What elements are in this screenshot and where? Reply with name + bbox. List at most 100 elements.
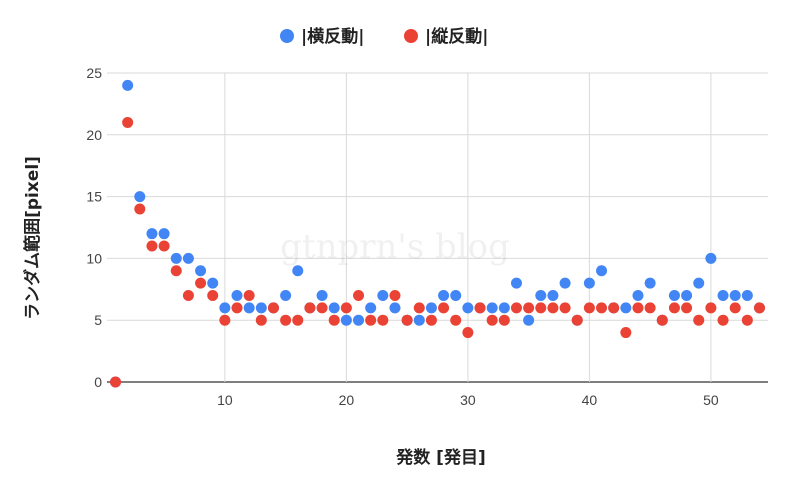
legend-label: |縦反動| [425,26,488,47]
data-point [219,314,231,326]
data-point [170,252,182,264]
data-point [450,289,462,301]
data-point [389,302,401,314]
data-point [547,289,559,301]
legend: |横反動| |縦反動| [280,26,488,47]
data-point [620,302,632,314]
data-point [316,302,328,314]
data-points [110,79,765,388]
data-point [425,302,437,314]
data-point [231,302,243,314]
data-point [620,327,632,339]
legend-item[interactable]: |縦反動| [404,26,488,47]
y-axis-title: ランダム範囲[pixel] [22,156,43,320]
data-point [741,314,753,326]
data-point [110,376,122,388]
data-point [596,302,608,314]
data-point [231,289,243,301]
data-point [547,302,559,314]
data-point [401,314,413,326]
data-point [705,302,717,314]
data-point [571,314,583,326]
data-point [328,314,340,326]
data-point [182,252,194,264]
data-point [681,302,693,314]
data-point [644,277,656,289]
data-point [486,302,498,314]
data-point [596,265,608,277]
data-point [693,277,705,289]
data-point [255,314,267,326]
x-axis-title: 発数 [発目] [395,447,485,468]
data-point [353,289,365,301]
data-point [729,289,741,301]
data-point [717,289,729,301]
data-point [559,277,571,289]
data-point [134,191,146,203]
data-point [340,302,352,314]
data-point [182,289,194,301]
x-tick-label: 30 [460,392,476,408]
data-point [559,302,571,314]
data-point [583,277,595,289]
data-point [328,302,340,314]
data-point [462,302,474,314]
data-point [693,314,705,326]
y-tick-label: 15 [86,189,102,205]
data-point [450,314,462,326]
data-point [158,240,170,252]
y-tick-label: 10 [86,250,102,266]
data-point [292,314,304,326]
data-point [632,302,644,314]
data-point [668,289,680,301]
data-point [462,327,474,339]
data-point [523,314,535,326]
data-point [280,314,292,326]
data-point [243,302,255,314]
data-point [608,302,620,314]
data-point [510,277,522,289]
data-point [413,314,425,326]
data-point [656,314,668,326]
data-point [377,289,389,301]
data-point [304,302,316,314]
data-point [681,289,693,301]
data-point [510,302,522,314]
data-point [207,277,219,289]
legend-marker [280,29,294,43]
data-point [498,314,510,326]
y-tick-label: 5 [94,312,102,328]
x-tick-label: 40 [582,392,598,408]
legend-marker [404,29,418,43]
data-point [146,228,158,240]
x-tick-label: 20 [339,392,355,408]
data-point [267,302,279,314]
y-tick-label: 20 [86,127,102,143]
data-point [365,314,377,326]
data-point [705,252,717,264]
data-point [668,302,680,314]
data-point [365,302,377,314]
data-point [644,302,656,314]
data-point [195,265,207,277]
data-point [389,289,401,301]
data-point [425,314,437,326]
data-point [158,228,170,240]
legend-item[interactable]: |横反動| [280,26,364,47]
data-point [486,314,498,326]
data-point [353,314,365,326]
data-point [377,314,389,326]
data-point [535,289,547,301]
x-tick-label: 50 [703,392,719,408]
data-point [498,302,510,314]
data-point [583,302,595,314]
data-point [413,302,425,314]
data-point [280,289,292,301]
data-point [753,302,765,314]
data-point [438,289,450,301]
data-point [122,116,134,128]
data-point [729,302,741,314]
data-point [243,289,255,301]
data-point [717,314,729,326]
watermark: gtnprn's blog [280,227,510,267]
